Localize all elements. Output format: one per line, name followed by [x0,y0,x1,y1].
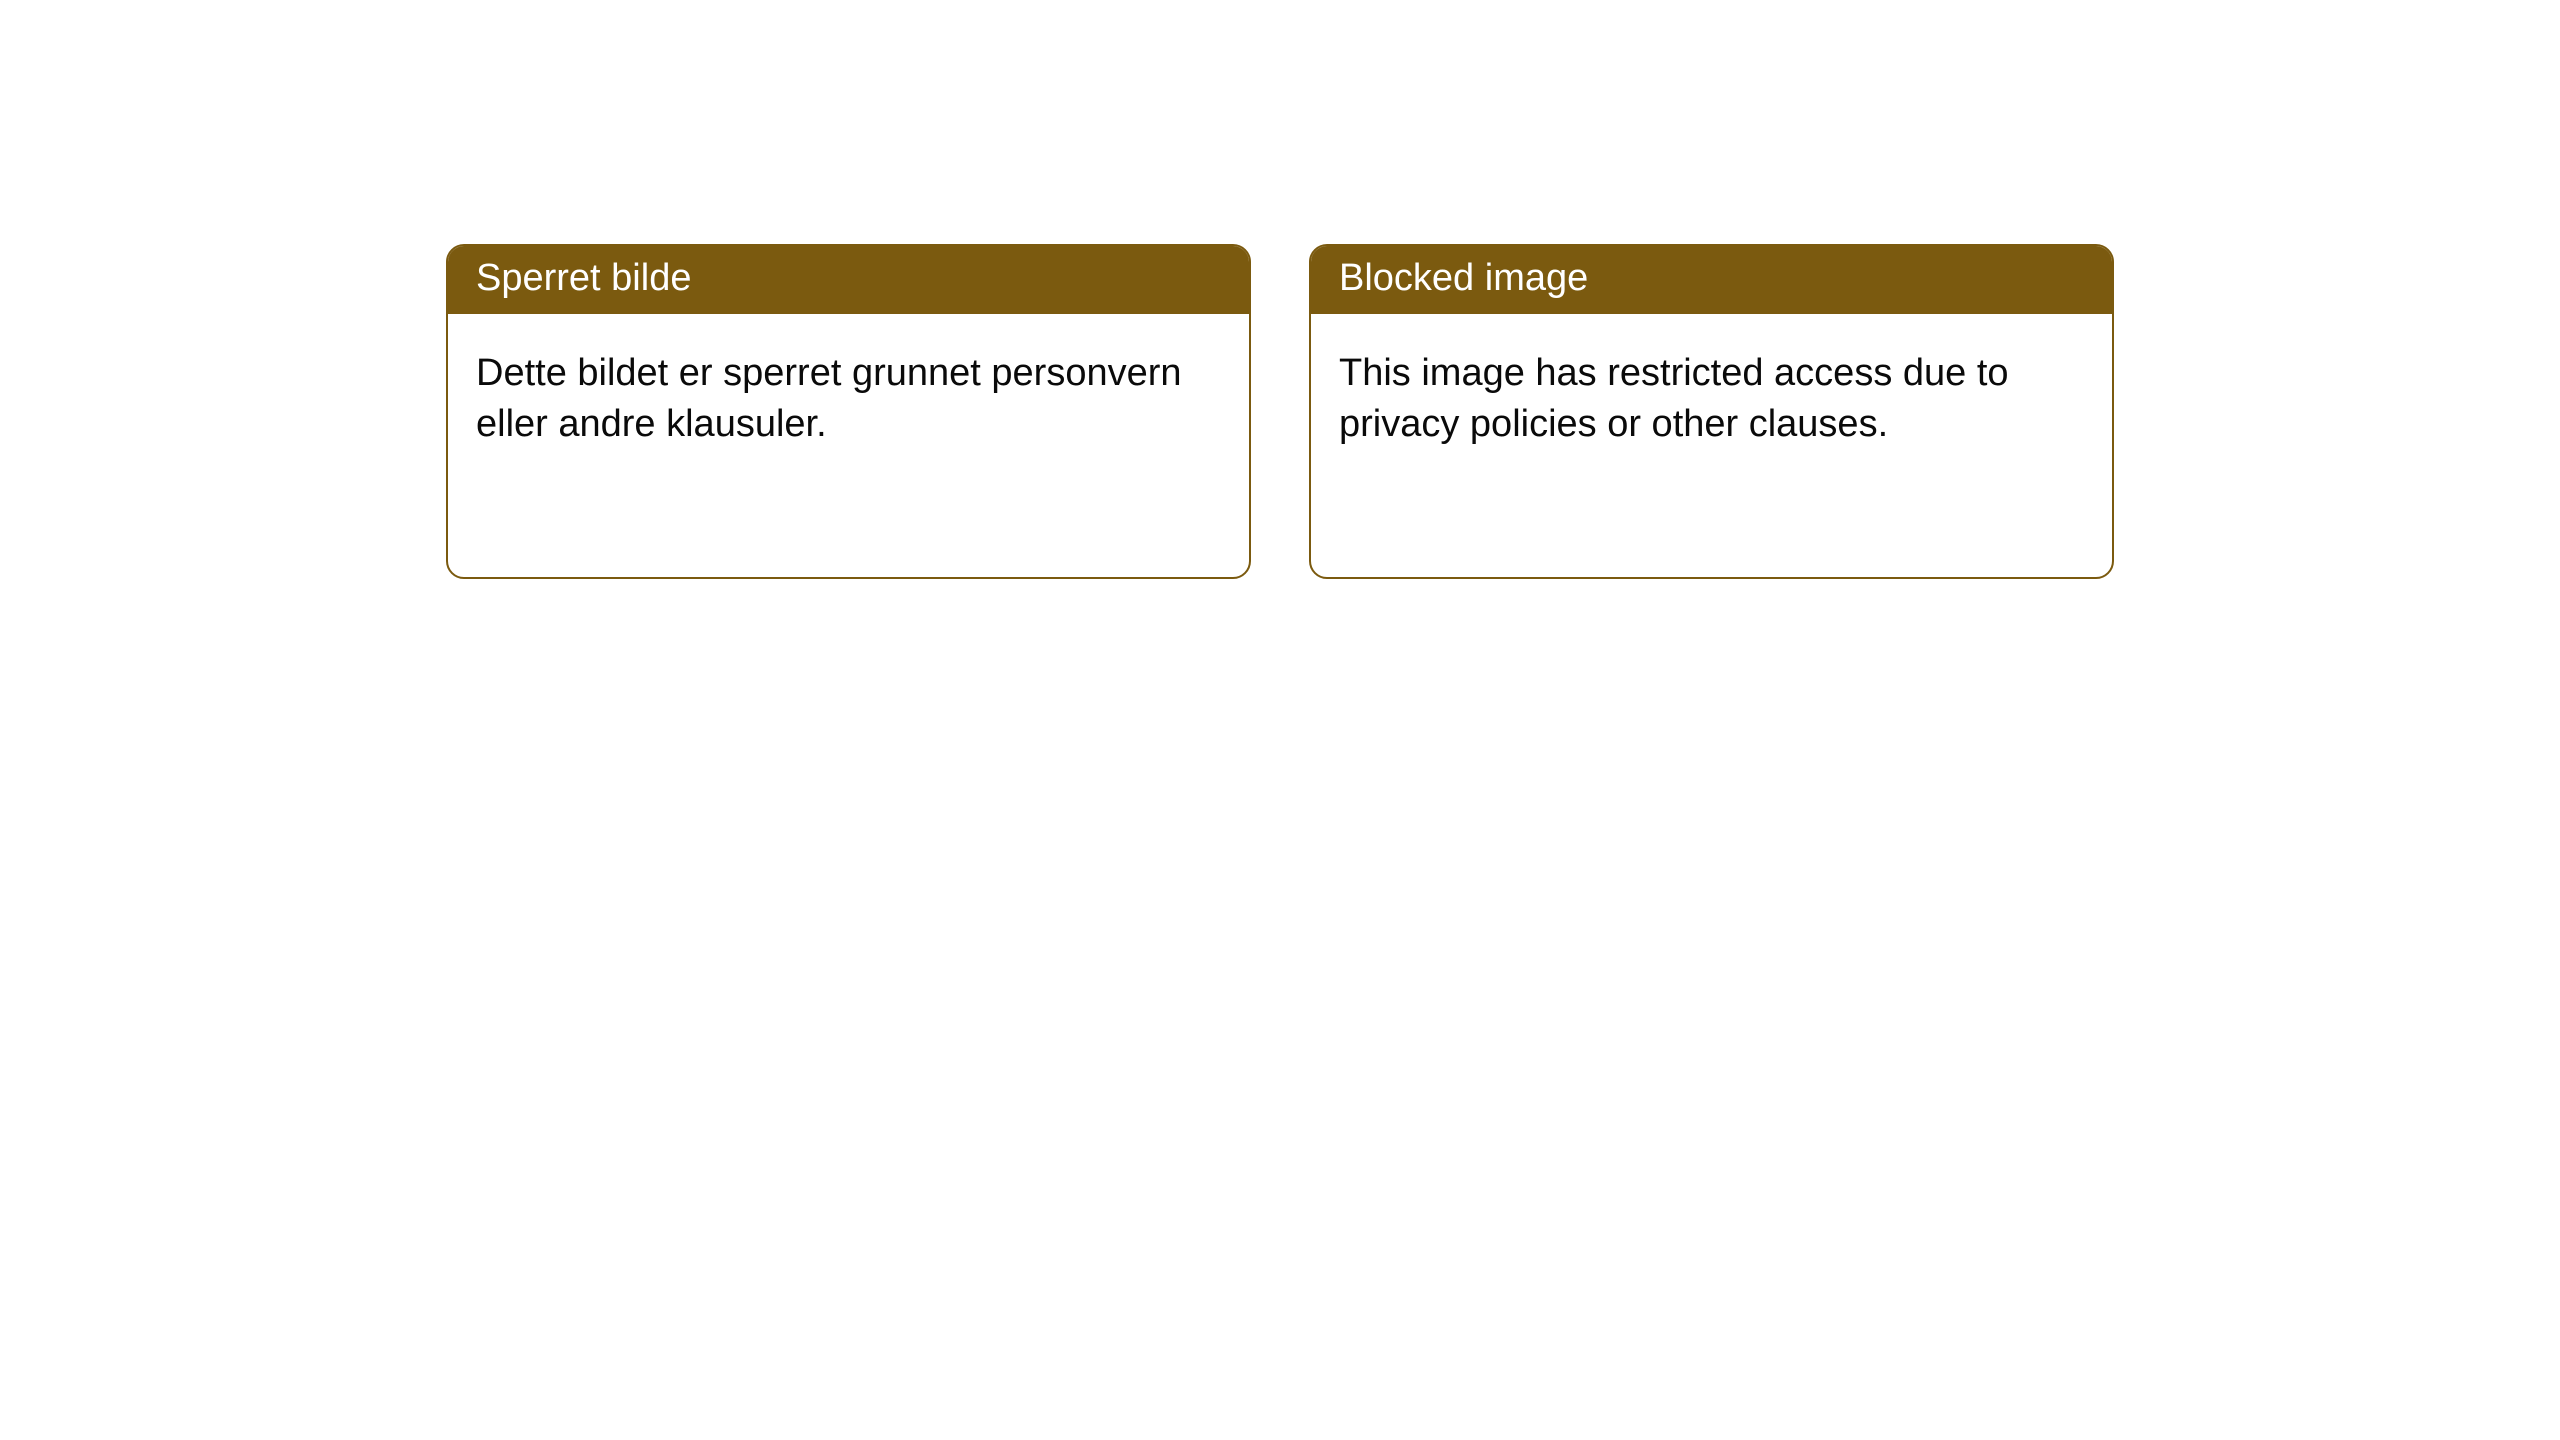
notice-container: Sperret bilde Dette bildet er sperret gr… [0,0,2560,579]
notice-card-english: Blocked image This image has restricted … [1309,244,2114,579]
notice-body-english: This image has restricted access due to … [1311,314,2112,485]
notice-title-english: Blocked image [1311,246,2112,314]
notice-body-norwegian: Dette bildet er sperret grunnet personve… [448,314,1249,485]
notice-title-norwegian: Sperret bilde [448,246,1249,314]
notice-card-norwegian: Sperret bilde Dette bildet er sperret gr… [446,244,1251,579]
